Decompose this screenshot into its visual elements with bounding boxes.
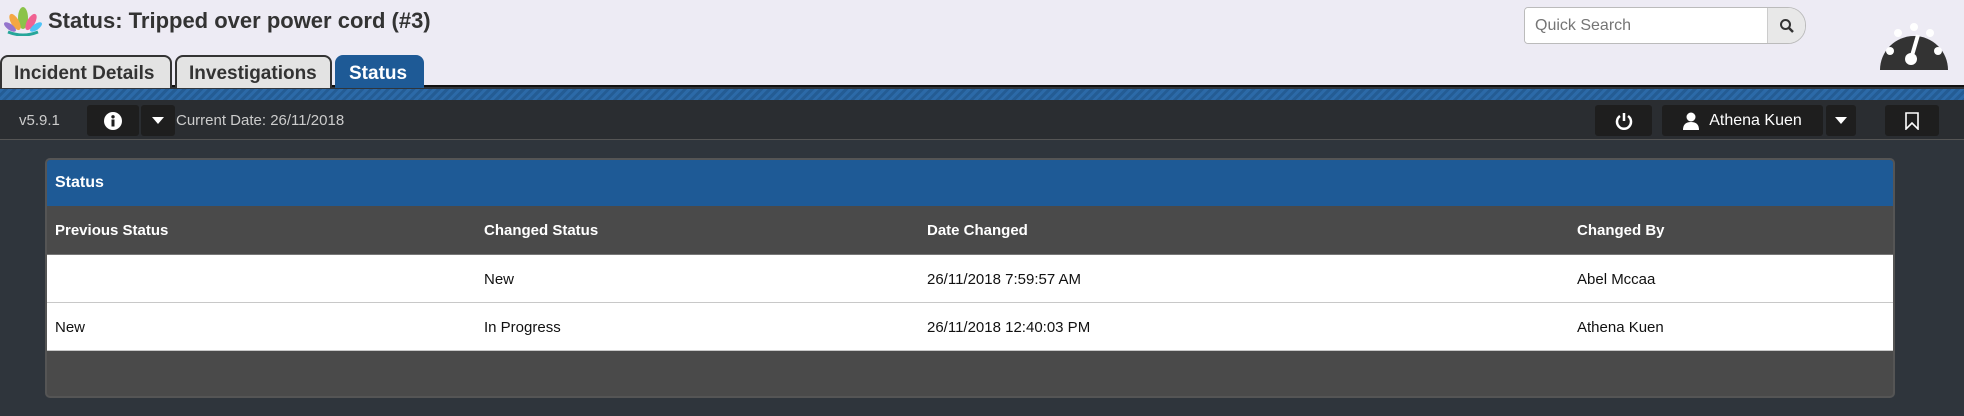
header-stripe — [0, 89, 1964, 100]
version-label: v5.9.1 — [19, 112, 60, 129]
current-date: Current Date: 26/11/2018 — [176, 112, 345, 129]
table-header-row: Previous Status Changed Status Date Chan… — [47, 206, 1893, 255]
cell-changed-by: Abel Mccaa — [1577, 271, 1656, 288]
table-row[interactable]: New In Progress 26/11/2018 12:40:03 PM A… — [47, 303, 1893, 351]
logout-button[interactable] — [1595, 105, 1652, 136]
tab-incident-details[interactable]: Incident Details — [0, 55, 172, 88]
tab-investigations[interactable]: Investigations — [175, 55, 332, 88]
info-dropdown-button[interactable] — [141, 105, 175, 136]
search-button[interactable] — [1767, 8, 1805, 43]
user-name: Athena Kuen — [1709, 111, 1802, 129]
tab-status[interactable]: Status — [335, 55, 424, 88]
quick-search — [1524, 7, 1806, 44]
app-header: Status: Tripped over power cord (#3) Inc… — [0, 0, 1964, 88]
caret-down-icon — [1835, 117, 1847, 124]
lotus-logo-icon — [4, 7, 42, 36]
column-header-previous-status[interactable]: Previous Status — [55, 222, 169, 239]
quick-search-input[interactable] — [1525, 8, 1769, 43]
cell-date-changed: 26/11/2018 12:40:03 PM — [927, 319, 1091, 336]
cell-changed-status: New — [484, 271, 515, 288]
info-icon — [104, 111, 122, 130]
user-menu-button[interactable]: Athena Kuen — [1662, 105, 1823, 136]
info-button[interactable] — [87, 105, 139, 136]
bookmark-button[interactable] — [1885, 105, 1939, 136]
dashboard-gauge-icon[interactable] — [1880, 17, 1948, 70]
cell-date-changed: 26/11/2018 7:59:57 AM — [927, 271, 1082, 288]
search-icon — [1779, 18, 1794, 33]
user-dropdown-button[interactable] — [1826, 105, 1856, 136]
toolbar: v5.9.1 Current Date: 26/11/2018 Athena K… — [0, 100, 1964, 140]
status-panel: Status Previous Status Changed Status Da… — [45, 158, 1895, 398]
panel-title: Status — [47, 160, 1893, 206]
cell-changed-status: In Progress — [484, 319, 561, 336]
bookmark-icon — [1905, 111, 1919, 130]
column-header-changed-by[interactable]: Changed By — [1577, 222, 1665, 239]
column-header-date-changed[interactable]: Date Changed — [927, 222, 1028, 239]
caret-down-icon — [152, 117, 164, 124]
user-icon — [1683, 112, 1700, 130]
cell-previous-status: New — [55, 319, 86, 336]
column-header-changed-status[interactable]: Changed Status — [484, 222, 599, 239]
table-row[interactable]: New 26/11/2018 7:59:57 AM Abel Mccaa — [47, 255, 1893, 303]
page-title: Status: Tripped over power cord (#3) — [48, 8, 431, 33]
power-icon — [1615, 112, 1632, 130]
cell-changed-by: Athena Kuen — [1577, 319, 1664, 336]
